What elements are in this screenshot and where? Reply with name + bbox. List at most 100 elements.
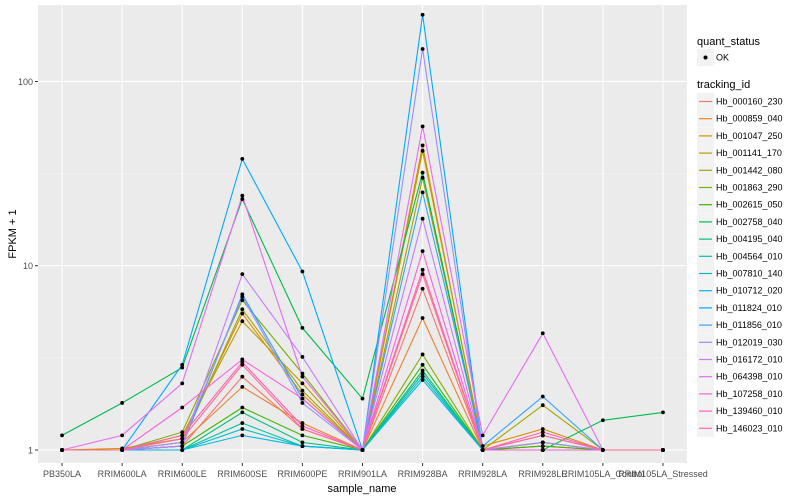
point-Hb_064398_010-RRIM928LA: [480, 433, 485, 438]
point-Hb_001047_250-RRIM600SE: [240, 311, 245, 316]
point-Hb_001442_080-RRIM600PE: [300, 388, 305, 393]
x-axis: PB350LA RRIM600LA RRIM600LE RRIM600SE RRIM60…: [43, 463, 708, 479]
point-Hb_001442_080-RRIM928LE: [540, 403, 545, 408]
legend-color-label-10: Hb_007810_140: [716, 269, 783, 279]
x-tick-label-2: RRIM600LE: [158, 469, 207, 479]
point-Hb_139460_010-RRIM600PE: [300, 424, 305, 428]
point-Hb_010712_020-RRIM600SE: [240, 433, 245, 438]
y-axis: 1 10 100: [18, 77, 38, 455]
x-tick-label-4: RRIM600PE: [277, 469, 327, 479]
point-Hb_002758_040-RRIM600PE: [300, 325, 305, 330]
point-Hb_001863_290-RRIM600SE: [240, 298, 245, 303]
point-Hb_146023_010-RRIM928LE: [540, 433, 545, 438]
point-Hb_010712_020-RRIM600PE: [300, 444, 305, 448]
legend-color-label-9: Hb_004564_010: [716, 251, 783, 261]
legend: quant_status OK tracking_id Hb_000160_23…: [697, 36, 783, 437]
legend-shape-title: quant_status: [697, 36, 760, 48]
legend-color-label-7: Hb_002758_040: [716, 217, 783, 227]
legend-color-label-3: Hb_001141_170: [716, 148, 782, 158]
point-Hb_001141_170-RRIM928BA: [420, 143, 425, 148]
point-Hb_001141_170-RRIM600PE: [300, 381, 305, 386]
point-Hb_016172_010-RRIM928BA: [420, 216, 425, 221]
point-Hb_000859_040-RRIM928BA: [420, 316, 425, 320]
x-tick-label-6: RRIM928BA: [398, 469, 448, 479]
point-Hb_002758_040-RRIM928BA: [420, 170, 425, 175]
legend-color-label-19: Hb_146023_010: [716, 423, 783, 433]
point-Hb_107258_010-RRIM600PE: [300, 396, 305, 401]
legend-color-label-18: Hb_139460_010: [716, 406, 783, 416]
series-points: [60, 12, 665, 452]
point-Hb_012019_030-RRIM600SE: [240, 294, 245, 299]
point-Hb_107258_010-RRIM928LE: [540, 448, 545, 452]
point-Hb_010712_020-RRIM928BA: [420, 378, 425, 382]
point-Hb_002758_040-RRIM600LE: [180, 365, 185, 370]
x-tick-label-3: RRIM600SE: [217, 469, 267, 479]
point-Hb_016172_010-RRIM600PE: [300, 355, 305, 359]
point-Hb_064398_010-RRIM600LA: [120, 433, 125, 438]
point-Hb_002615_050-RRIM600PE: [300, 433, 305, 438]
point-Hb_146023_010-PB350LA: [60, 448, 64, 452]
legend-color-label-6: Hb_002615_050: [716, 200, 783, 210]
legend-color-label-17: Hb_107258_010: [716, 389, 783, 399]
point-Hb_001047_250-RRIM600PE: [300, 392, 305, 397]
y-axis-title: FPKM + 1: [7, 209, 19, 258]
point-Hb_146023_010-RRIM901LA: [360, 448, 365, 452]
point-Hb_146023_010-RRIM105LA_Control: [600, 448, 605, 452]
point-Hb_000160_230-RRIM928BA: [420, 286, 425, 291]
x-tick-label-10: RRIM105LA_Stressed: [618, 469, 708, 479]
point-Hb_139460_010-RRIM928LE: [540, 430, 545, 435]
point-Hb_011824_010-RRIM600PE: [300, 269, 305, 274]
legend-shape-label-0: OK: [716, 53, 729, 63]
y-tick-label-2: 100: [18, 77, 33, 87]
point-Hb_064398_010-RRIM600SE: [240, 193, 245, 198]
point-Hb_002758_040-RRIM105LA_Stressed: [661, 410, 665, 415]
point-Hb_001863_290-RRIM600LE: [180, 430, 185, 435]
point-Hb_004195_040-RRIM600SE: [240, 410, 245, 415]
point-Hb_002615_050-RRIM928LE: [540, 444, 545, 448]
point-Hb_004564_010-RRIM600SE: [240, 421, 245, 425]
legend-color-label-4: Hb_001442_080: [716, 165, 783, 175]
point-Hb_107258_010-RRIM600LE: [180, 405, 185, 410]
x-tick-label-1: RRIM600LA: [98, 469, 147, 479]
point-Hb_012019_030-RRIM928BA: [420, 47, 425, 51]
point-Hb_004195_040-RRIM928BA: [420, 368, 425, 373]
point-Hb_139460_010-RRIM600LE: [180, 433, 185, 438]
legend-color-label-11: Hb_010712_020: [716, 286, 783, 296]
point-Hb_012019_030-RRIM600LE: [180, 440, 185, 445]
point-Hb_004195_040-RRIM600PE: [300, 440, 305, 445]
point-Hb_002615_050-RRIM600SE: [240, 405, 245, 410]
x-tick-label-5: RRIM901LA: [338, 469, 387, 479]
point-Hb_011856_010-RRIM928LA: [480, 444, 485, 448]
legend-color-entries: Hb_000160_230 Hb_000859_040 Hb_001047_250 H…: [697, 93, 783, 437]
y-tick-label-0: 1: [28, 445, 33, 455]
point-Hb_146023_010-RRIM600SE: [240, 362, 245, 367]
point-Hb_064398_010-RRIM600LE: [180, 381, 185, 386]
point-Hb_002758_040-RRIM901LA: [360, 396, 365, 401]
x-tick-label-0: PB350LA: [43, 469, 81, 479]
point-Hb_146023_010-RRIM600LE: [180, 436, 185, 441]
point-Hb_002758_040-PB350LA: [60, 433, 64, 438]
legend-color-label-2: Hb_001047_250: [716, 131, 783, 141]
point-Hb_002758_040-RRIM105LA_Control: [600, 418, 605, 423]
legend-color-label-5: Hb_001863_290: [716, 183, 783, 193]
point-Hb_000160_230-RRIM600SE: [240, 374, 245, 379]
point-Hb_146023_010-RRIM928LA: [480, 448, 485, 452]
point-Hb_146023_010-RRIM105LA_Stressed: [661, 448, 665, 452]
point-Hb_001047_250-RRIM928BA: [420, 148, 425, 153]
legend-color-title: tracking_id: [697, 79, 750, 91]
x-tick-label-8: RRIM928LE: [518, 469, 567, 479]
y-tick-label-1: 10: [23, 261, 33, 271]
legend-color-label-1: Hb_000859_040: [716, 114, 783, 124]
point-Hb_064398_010-RRIM928LE: [540, 331, 545, 336]
point-Hb_010712_020-RRIM600LE: [180, 448, 185, 452]
point-Hb_004564_010-RRIM928BA: [420, 371, 425, 376]
legend-color-label-0: Hb_000160_230: [716, 97, 783, 107]
point-Hb_146023_010-RRIM928BA: [420, 272, 425, 277]
point-Hb_139460_010-RRIM600SE: [240, 360, 245, 364]
point-Hb_002615_050-RRIM928BA: [420, 362, 425, 367]
point-Hb_011824_010-RRIM928BA: [420, 12, 425, 17]
point-Hb_001442_080-RRIM600SE: [240, 307, 245, 312]
point-Hb_001141_170-RRIM600SE: [240, 319, 245, 324]
point-Hb_107258_010-RRIM928BA: [420, 249, 425, 254]
